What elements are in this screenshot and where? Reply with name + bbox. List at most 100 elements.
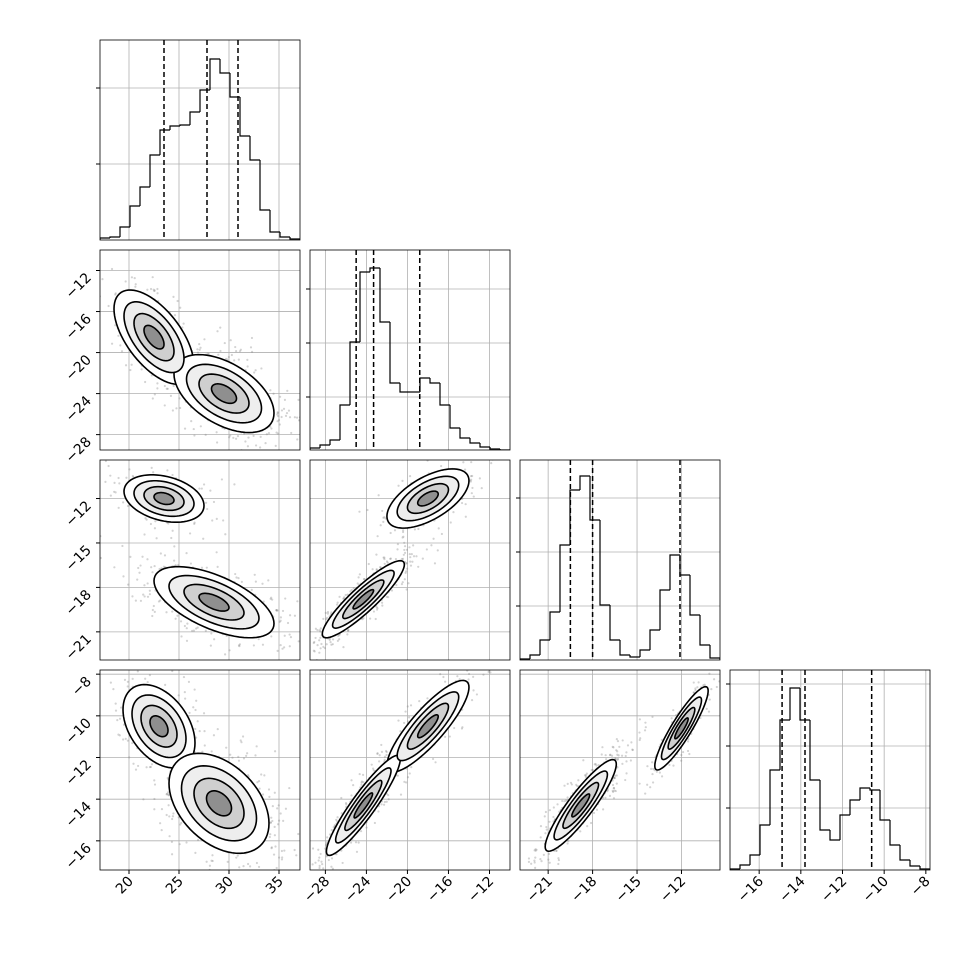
sample-point [385,595,388,598]
sample-point [359,830,363,833]
histogram-step [109,236,120,238]
sample-point [295,416,299,419]
sample-point [286,389,289,392]
panel [100,460,300,660]
sample-point [403,578,406,581]
sample-point [410,766,413,769]
sample-point [199,425,202,428]
histogram-step [429,378,440,384]
sample-point [335,853,338,856]
sample-point [215,431,218,434]
sample-point [198,487,201,490]
sample-point [625,751,628,754]
sample-point [402,553,405,556]
sample-point [109,681,112,684]
x-tick-label: −12 [657,874,689,906]
sample-point [156,287,159,291]
sample-point [312,641,315,645]
sample-point [527,860,531,863]
sample-point [403,548,406,552]
sample-point [118,717,122,720]
sample-point [395,583,398,587]
sample-point [687,737,690,741]
sample-point [621,762,624,765]
sample-point [361,773,365,777]
histogram-step [100,237,110,240]
sample-point [483,656,485,658]
sample-point [385,750,388,754]
sample-point [305,839,307,841]
y-tick-label: −15 [63,542,95,574]
sample-point [275,609,278,612]
sample-point [346,629,350,632]
sample-point [322,867,325,870]
sample-point [238,643,242,646]
sample-point [96,307,98,309]
sample-point [145,518,148,521]
sample-point [278,856,281,859]
sample-point [349,841,353,844]
sample-point [146,558,149,561]
sample-point [337,634,340,638]
sample-point [183,427,187,430]
sample-point [107,464,110,468]
sample-point [383,558,386,561]
sample-point [361,618,364,621]
sample-point [293,416,296,419]
sample-point [219,326,222,329]
sample-point [153,393,156,396]
sample-point [350,588,353,592]
sample-point [125,476,128,479]
histogram-step [639,649,650,657]
histogram-step [239,97,250,137]
sample-point [231,756,234,759]
sample-point [525,876,527,878]
sample-point [229,753,232,756]
sample-point [173,545,176,548]
density-contour [143,324,165,350]
sample-point [254,754,257,757]
sample-point [384,749,388,753]
sample-point [655,770,658,773]
sample-point [315,422,317,424]
sample-point [101,278,104,281]
sample-point [157,600,161,603]
density-contour [674,717,689,740]
sample-point [458,663,460,665]
sample-point [380,750,384,753]
sample-point [380,803,383,806]
histogram-step [609,605,620,641]
sample-point [352,784,355,787]
sample-point [383,758,386,761]
sample-point [167,522,170,525]
sample-point [547,852,551,856]
sample-point [472,444,474,446]
sample-point [412,555,416,558]
sample-point [274,444,277,447]
sample-point [155,537,158,540]
sample-point [279,644,282,647]
sample-point [236,854,239,857]
sample-point [306,427,308,429]
sample-point [347,628,350,631]
panel-border [99,39,301,241]
sample-point [152,288,155,291]
sample-point [295,854,298,857]
panel-border [99,249,301,451]
sample-point [385,560,389,563]
sample-point [239,909,241,911]
histogram-step [839,814,850,840]
sample-point [140,662,142,664]
sample-point [288,645,291,648]
sample-point [225,357,228,360]
histogram-step [829,830,840,841]
y-tick-label: −18 [63,587,95,619]
x-tick-label: −14 [776,873,808,905]
sample-point [375,606,378,609]
sample-point [237,577,240,580]
sample-point [230,353,233,357]
sample-point [488,670,491,672]
sample-point [325,643,328,646]
sample-point [681,750,685,754]
sample-point [269,833,272,836]
